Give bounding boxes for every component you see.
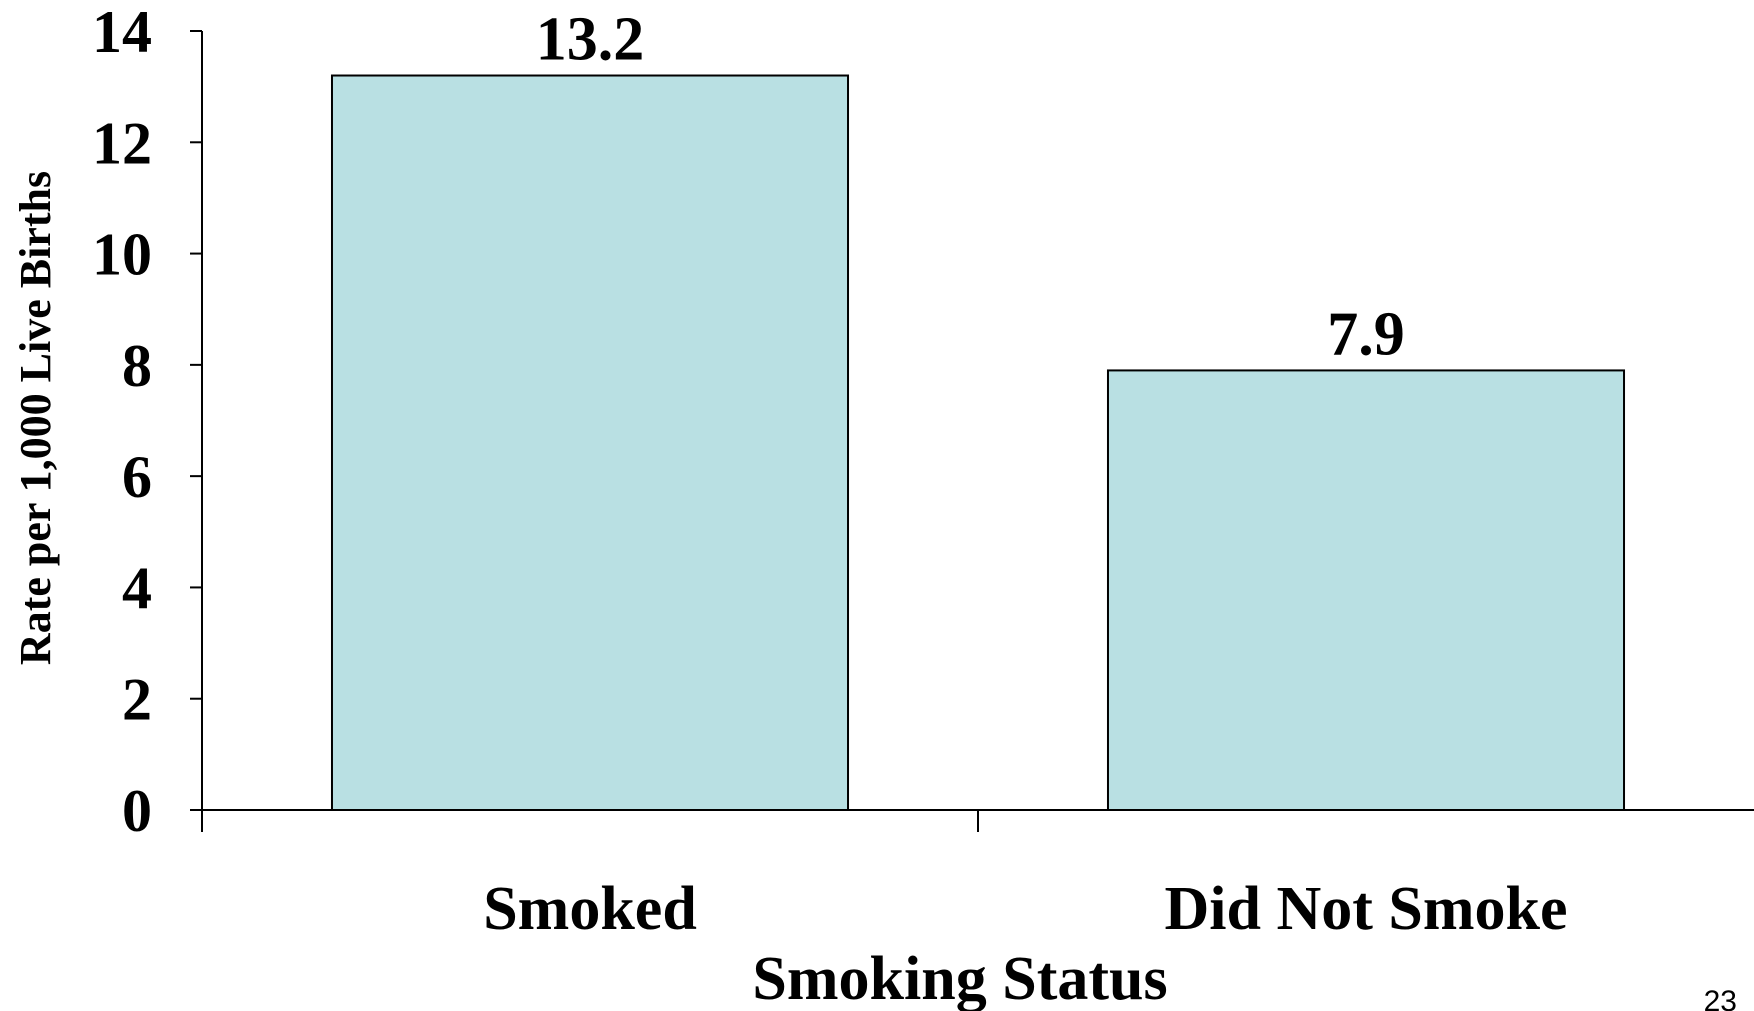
data-label: 13.2 (536, 6, 645, 74)
bars-group (330, 74, 1626, 811)
category-label: Smoked (483, 875, 697, 943)
y-tick-label: 14 (92, 0, 152, 65)
category-label: Did Not Smoke (1164, 875, 1567, 943)
y-tick-label: 10 (92, 222, 152, 288)
y-tick-label: 12 (92, 110, 152, 176)
y-tick-label: 2 (122, 667, 152, 733)
y-tick-label: 6 (122, 444, 152, 510)
bar-did-not-smoke (1106, 369, 1626, 811)
labels-group: 0 2 4 6 8 10 12 14 13.2 Smoked 7.9 Did Not Smoke (92, 0, 1568, 943)
y-tick-label: 8 (122, 333, 152, 399)
bar-smoked (330, 74, 850, 811)
y-tick-label: 4 (122, 555, 152, 621)
data-label: 7.9 (1327, 300, 1405, 368)
y-tick-label: 0 (122, 778, 152, 844)
x-axis-title: Smoking Status (752, 945, 1167, 1011)
page-number: 23 (1704, 985, 1737, 1011)
axes-group (190, 30, 1754, 832)
y-axis-title: Rate per 1,000 Live Births (11, 171, 60, 665)
